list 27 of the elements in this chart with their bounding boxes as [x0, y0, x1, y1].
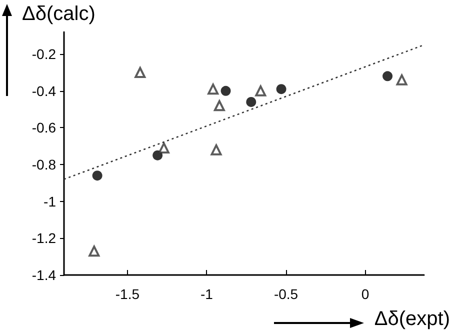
y-axis-title: Δδ(calc)	[22, 3, 96, 25]
y-tick-label: -0.8	[32, 156, 56, 173]
y-tick-label: -1.4	[32, 267, 56, 283]
point	[92, 170, 102, 181]
y-tick-label: -1	[44, 193, 56, 210]
y-tick-label: -0.4	[32, 82, 56, 99]
point	[134, 67, 146, 78]
x-tick-label: 0	[361, 286, 370, 302]
point	[382, 71, 393, 82]
point	[214, 100, 225, 112]
x-axis-title: Δδ(expt)	[374, 308, 450, 330]
point	[152, 150, 163, 160]
point	[88, 246, 100, 257]
point	[246, 96, 256, 107]
point	[220, 86, 231, 96]
point	[396, 74, 408, 86]
x-tick-label: -1.5	[115, 286, 140, 302]
x-tick-label: -0.5	[274, 286, 298, 302]
point	[276, 84, 286, 94]
y-tick-label: -0.6	[32, 120, 56, 136]
point	[255, 85, 266, 96]
y-tick-label: -0.2	[32, 46, 56, 62]
point	[210, 144, 222, 156]
point	[208, 84, 219, 95]
x-tick-label: -1	[200, 286, 214, 302]
y-tick-label: -1.2	[32, 230, 56, 246]
point	[158, 142, 170, 154]
